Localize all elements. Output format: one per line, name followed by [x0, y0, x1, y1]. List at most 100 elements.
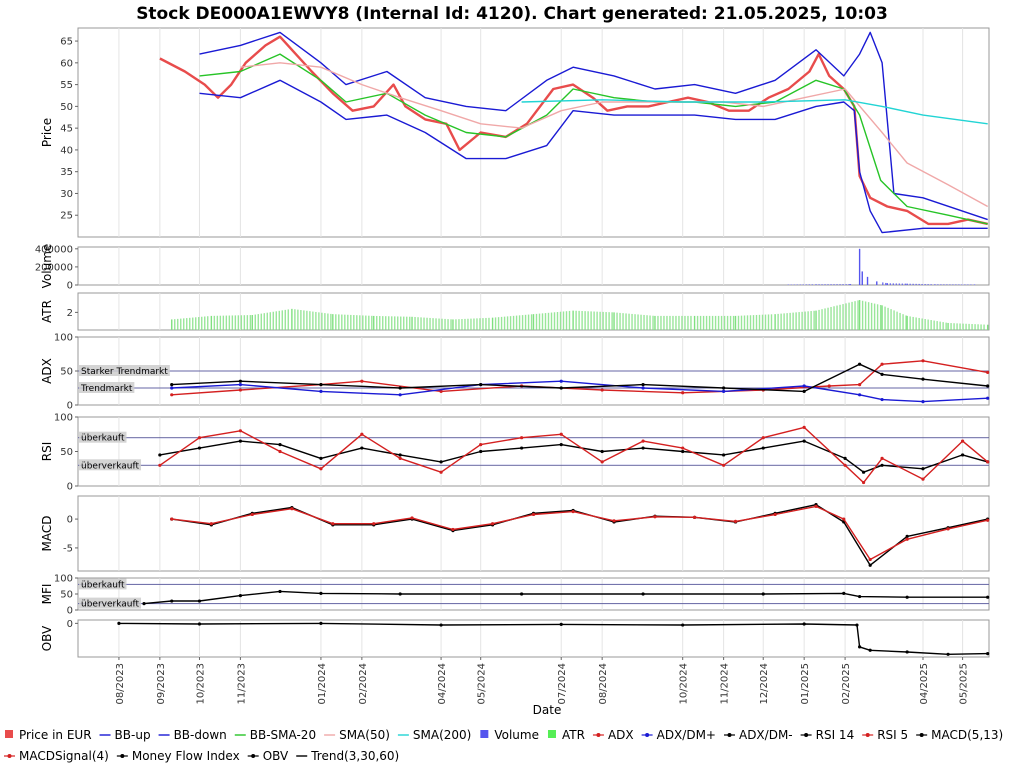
bar-mark	[827, 307, 829, 330]
bar-mark	[861, 300, 864, 330]
data-point	[880, 463, 884, 467]
x-tick-label: 10/2023	[195, 663, 206, 705]
data-point	[773, 512, 777, 517]
data-point	[986, 652, 990, 656]
bar-mark	[833, 284, 835, 285]
bar-mark	[946, 284, 948, 285]
bar-mark	[359, 315, 361, 330]
data-point	[761, 446, 765, 450]
data-point	[439, 389, 443, 393]
zone-label-bg	[79, 431, 127, 443]
bar-mark	[488, 317, 490, 330]
bar-mark	[836, 284, 838, 285]
data-point	[197, 599, 202, 603]
bar-mark	[485, 317, 487, 330]
bar-mark	[950, 323, 952, 330]
zone-label: Starker Trendmarkt	[81, 367, 168, 377]
data-point	[559, 622, 563, 626]
bar-mark	[654, 315, 656, 330]
data-point	[170, 393, 174, 397]
data-point	[905, 537, 909, 541]
y-tick-label: 100	[54, 413, 73, 424]
bar-mark	[608, 312, 610, 330]
panel-ylabel: ATR	[40, 300, 54, 323]
data-point	[641, 592, 645, 596]
legend-entry: BB-SMA-20	[234, 728, 316, 742]
bar-mark	[696, 315, 699, 330]
bar-mark	[174, 319, 176, 330]
x-tick-label: 02/2025	[841, 663, 852, 705]
bar-mark	[494, 317, 497, 330]
bar-mark	[818, 309, 820, 330]
bar-mark	[444, 318, 446, 330]
data-point	[855, 623, 859, 627]
bar-mark	[225, 315, 228, 330]
bar-mark	[833, 306, 835, 330]
bar-mark	[458, 319, 460, 330]
legend-label: ADX/DM-	[739, 728, 793, 742]
bar-mark	[423, 317, 425, 330]
data-point	[559, 386, 563, 390]
x-tick-label: 07/2024	[557, 663, 568, 705]
bar-mark	[909, 316, 911, 330]
bar-mark	[300, 310, 302, 330]
zone-label: Trendmarkt	[80, 384, 133, 394]
bar-mark	[684, 315, 686, 330]
data-point	[986, 518, 990, 522]
zone-label: überkauft	[81, 580, 125, 590]
bar-mark	[556, 312, 559, 330]
bar-mark	[848, 284, 850, 285]
bar-mark	[269, 312, 271, 330]
panel-frame	[77, 495, 990, 572]
bar-mark	[824, 284, 826, 285]
bar-mark	[937, 284, 939, 285]
bar-mark	[521, 315, 524, 330]
x-tick-label: 08/2024	[598, 663, 609, 705]
data-point	[858, 645, 862, 649]
data-point	[439, 470, 443, 474]
legend-entry: MACDSignal(4)	[4, 749, 109, 763]
bar-mark	[845, 303, 847, 330]
bar-mark	[515, 315, 518, 330]
bar-mark	[464, 318, 466, 330]
bar-mark	[777, 313, 779, 330]
bar-mark	[341, 314, 343, 330]
bar-mark	[892, 283, 895, 285]
data-point	[641, 383, 645, 387]
bar-mark	[400, 316, 402, 330]
data-point	[905, 595, 909, 599]
data-point	[761, 436, 765, 440]
x-tick-label: 12/2024	[759, 663, 770, 705]
bar-mark	[637, 314, 639, 330]
data-point	[559, 432, 563, 436]
legend-label: OBV	[263, 749, 289, 763]
bar-mark	[171, 319, 173, 330]
y-tick-label: 60	[60, 58, 73, 69]
legend-entry: RSI 5	[862, 728, 908, 742]
data-point	[880, 456, 884, 460]
y-tick-label: 25	[60, 211, 73, 222]
bar-mark	[669, 315, 671, 330]
bar-mark	[924, 284, 926, 285]
bar-mark	[565, 311, 568, 330]
bar-mark	[720, 315, 723, 330]
data-point	[238, 594, 242, 598]
series-bb-up	[199, 31, 988, 221]
bar-mark	[318, 312, 320, 330]
legend-label: Volume	[494, 728, 539, 742]
bar-mark	[553, 312, 556, 330]
bar-mark	[315, 311, 317, 330]
bar-mark	[234, 315, 237, 330]
y-tick-label: 30	[60, 189, 73, 200]
bar-mark	[231, 315, 234, 330]
data-point	[238, 439, 242, 443]
legend-label: RSI 5	[877, 728, 908, 742]
legend-marker	[865, 733, 870, 737]
panel-obv: 0 OBV	[40, 619, 990, 658]
bar-mark	[952, 284, 954, 285]
panel-frame	[77, 27, 990, 238]
data-point	[520, 592, 524, 596]
bar-mark	[391, 316, 393, 330]
bar-mark	[793, 284, 796, 285]
legend-entry: ATR	[547, 728, 585, 742]
